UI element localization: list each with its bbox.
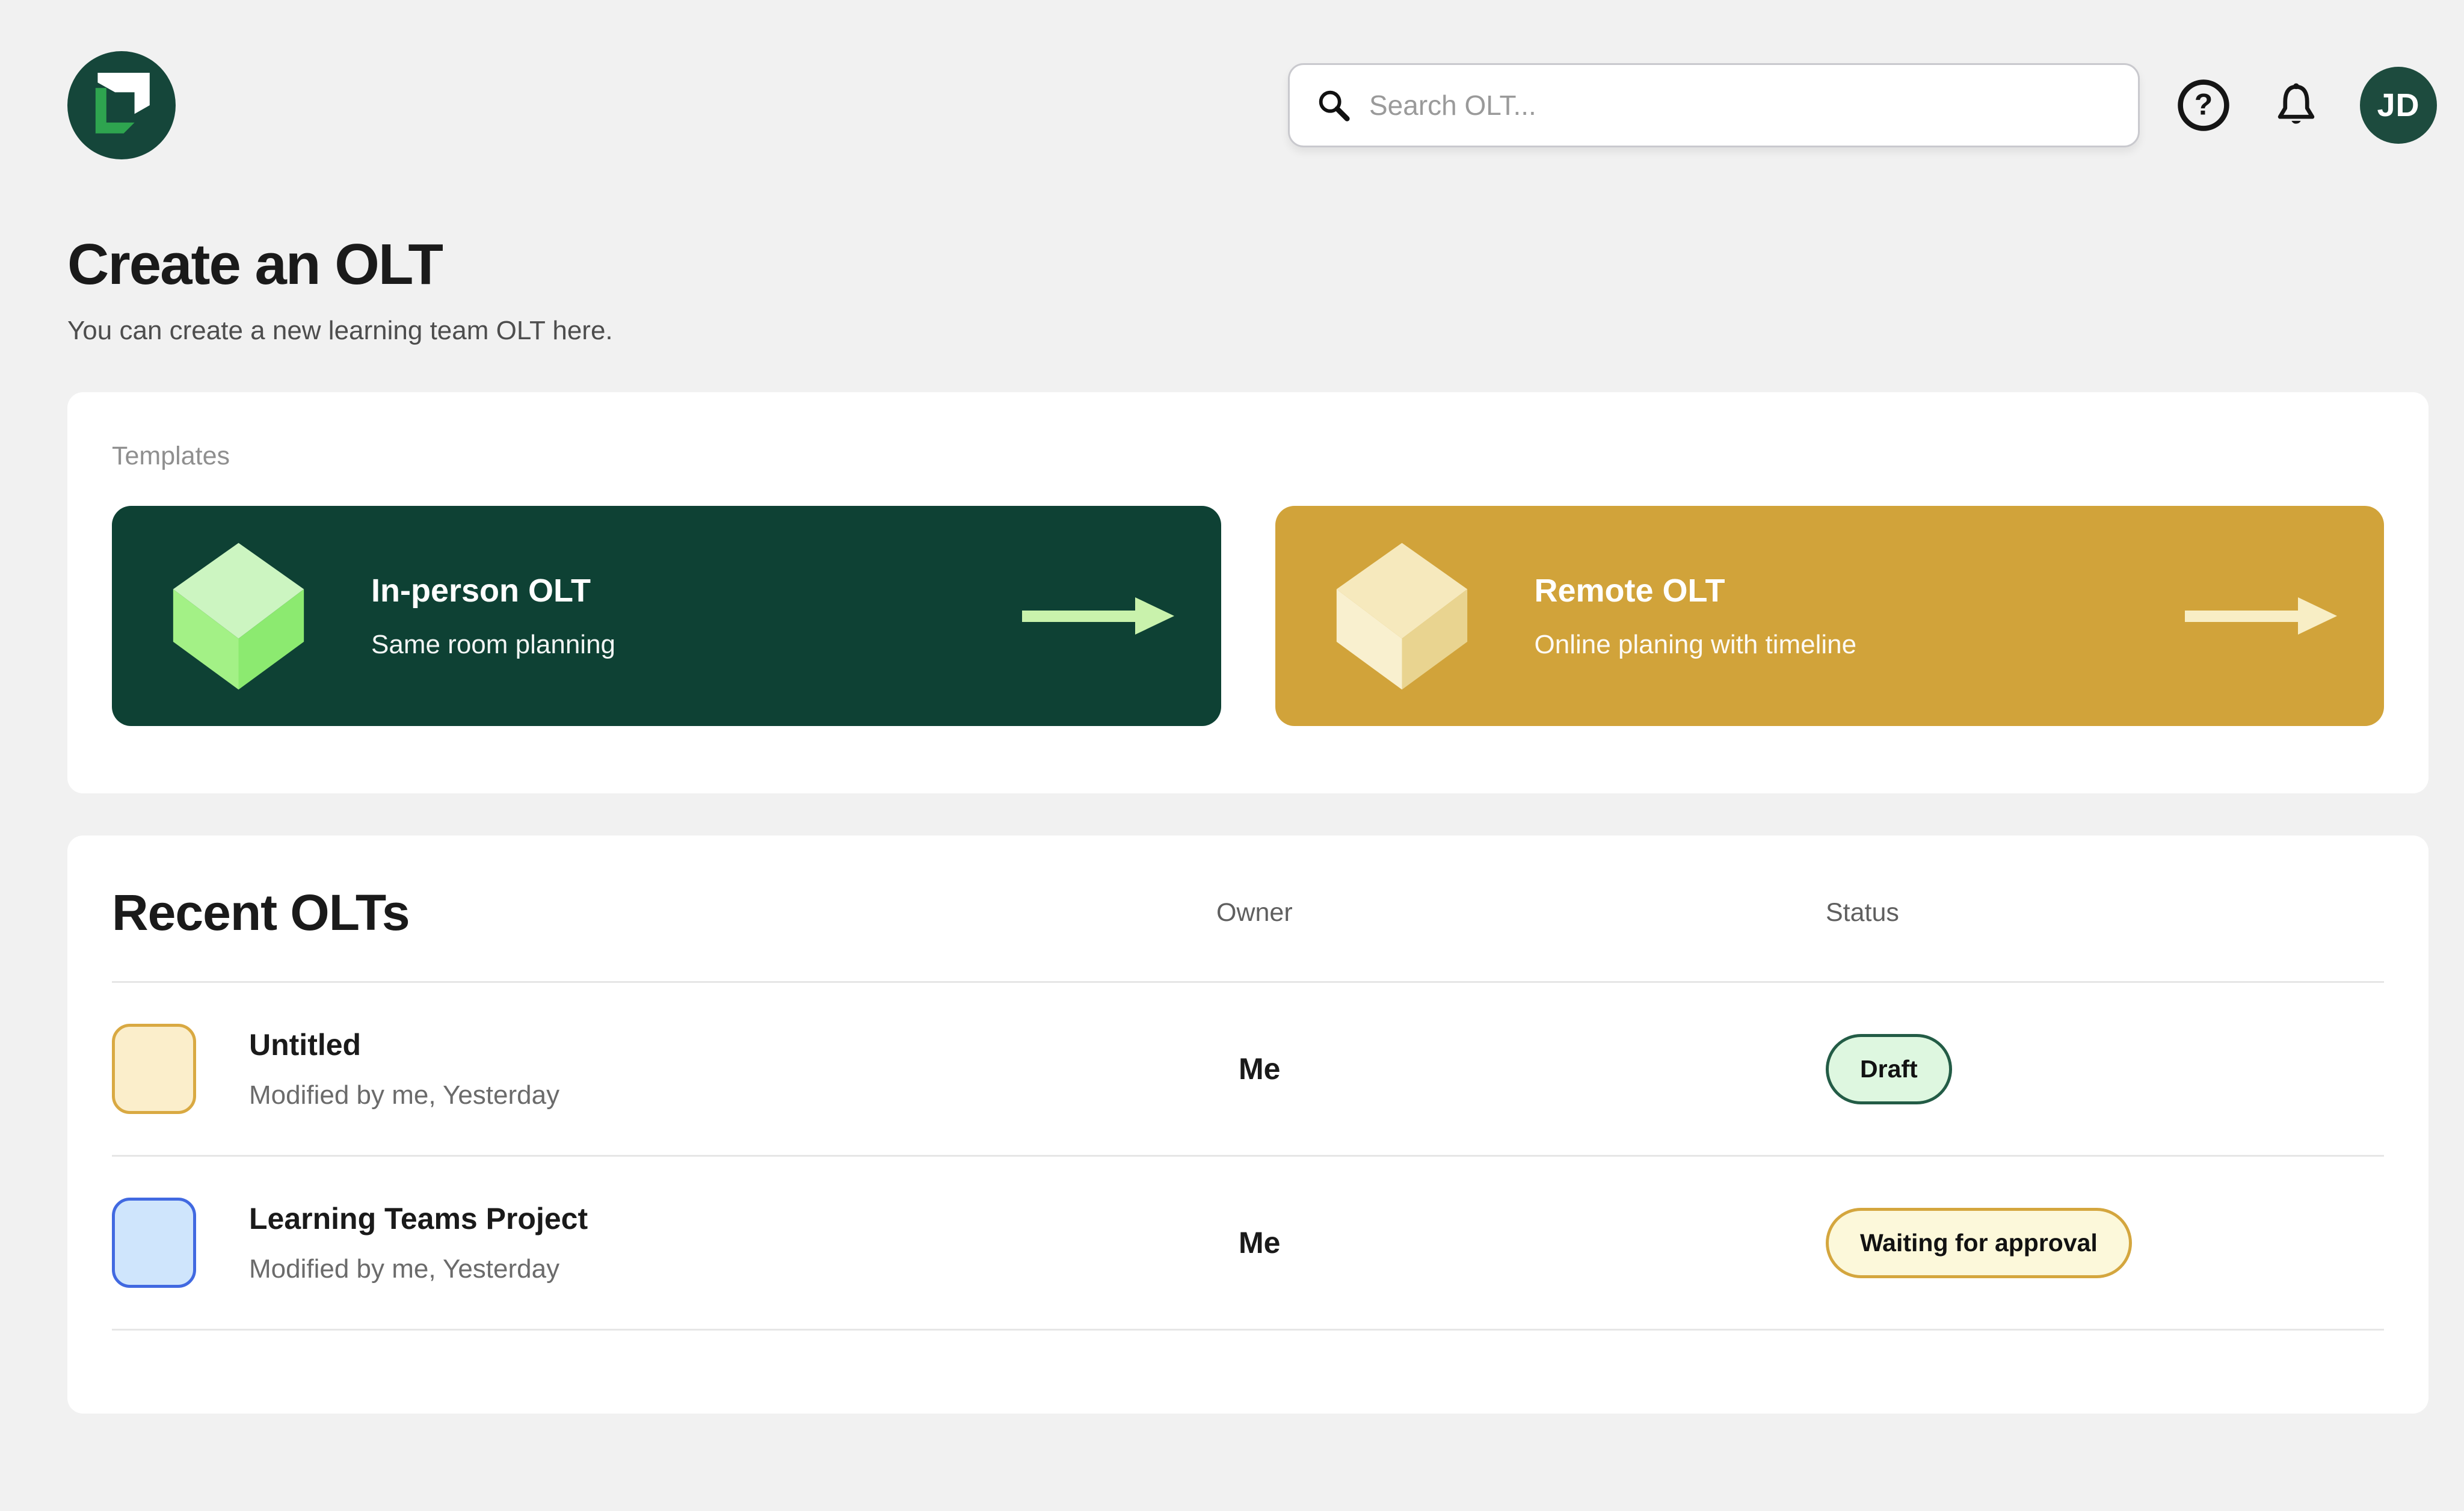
status-badge: Draft <box>1826 1033 1952 1104</box>
row-owner: Me <box>1239 1052 1281 1086</box>
logo-letter-l <box>95 88 135 134</box>
row-main: Untitled Modified by me, Yesterday <box>112 1024 1216 1114</box>
recent-olts-card: Recent OLTs Owner Status Untitled Modifi… <box>67 836 2429 1414</box>
arrow-right-icon <box>2185 597 2337 635</box>
search-input[interactable] <box>1368 88 2113 122</box>
help-button[interactable]: ? <box>2175 76 2232 134</box>
cube-icon <box>173 543 304 689</box>
search-icon <box>1319 90 1350 122</box>
notifications-button[interactable] <box>2267 76 2325 134</box>
recent-row-untitled[interactable]: Untitled Modified by me, Yesterday Me Dr… <box>112 983 2384 1157</box>
templates-row: In-person OLT Same room planning Remote … <box>112 506 2384 726</box>
row-owner: Me <box>1239 1226 1281 1260</box>
templates-label: Templates <box>112 442 230 470</box>
document-icon <box>112 1024 196 1114</box>
cube-icon <box>1336 543 1467 689</box>
arrow-right-icon <box>1021 597 1174 635</box>
template-subtitle: Online planing with timeline <box>1534 630 1857 659</box>
template-subtitle: Same room planning <box>371 630 616 659</box>
help-glyph: ? <box>2194 87 2213 121</box>
template-in-person-olt[interactable]: In-person OLT Same room planning <box>112 506 1221 726</box>
row-status-cell: Waiting for approval <box>1826 1207 2384 1278</box>
page-subtitle: You can create a new learning team OLT h… <box>67 316 613 345</box>
template-text: Remote OLT Online planing with timeline <box>1535 572 1857 660</box>
row-text: Untitled Modified by me, Yesterday <box>249 1027 559 1110</box>
row-modified: Modified by me, Yesterday <box>249 1080 560 1110</box>
avatar-initials: JD <box>2377 87 2420 123</box>
divider <box>112 981 2384 983</box>
template-text: In-person OLT Same room planning <box>371 572 615 660</box>
avatar[interactable]: JD <box>2360 67 2437 144</box>
templates-card: Templates In-person OLT Same room planni… <box>67 392 2429 793</box>
column-header-owner: Owner <box>1216 898 1293 927</box>
recent-row-learning-teams-project[interactable]: Learning Teams Project Modified by me, Y… <box>112 1157 2384 1331</box>
logo-circle <box>67 51 176 159</box>
row-name: Untitled <box>249 1028 362 1062</box>
document-icon <box>112 1198 196 1288</box>
search-bar[interactable] <box>1288 63 2140 147</box>
recent-header-row: Recent OLTs Owner Status <box>112 884 2384 942</box>
row-main: Learning Teams Project Modified by me, Y… <box>112 1198 1216 1288</box>
recent-title: Recent OLTs <box>112 884 410 941</box>
app-logo[interactable] <box>67 51 176 159</box>
help-icon: ? <box>2178 79 2229 131</box>
template-title: In-person OLT <box>371 573 591 609</box>
template-title: Remote OLT <box>1534 573 1725 609</box>
row-text: Learning Teams Project Modified by me, Y… <box>249 1201 588 1284</box>
row-name: Learning Teams Project <box>249 1202 588 1236</box>
page-title: Create an OLT <box>67 232 443 297</box>
column-header-status: Status <box>1826 898 1899 927</box>
status-badge: Waiting for approval <box>1826 1207 2132 1278</box>
row-status-cell: Draft <box>1826 1033 2384 1104</box>
bell-icon <box>2278 83 2315 124</box>
template-remote-olt[interactable]: Remote OLT Online planing with timeline <box>1275 506 2384 726</box>
row-modified: Modified by me, Yesterday <box>249 1254 560 1284</box>
logo-letter-t <box>97 73 150 114</box>
topbar: ? JD <box>0 0 2464 162</box>
